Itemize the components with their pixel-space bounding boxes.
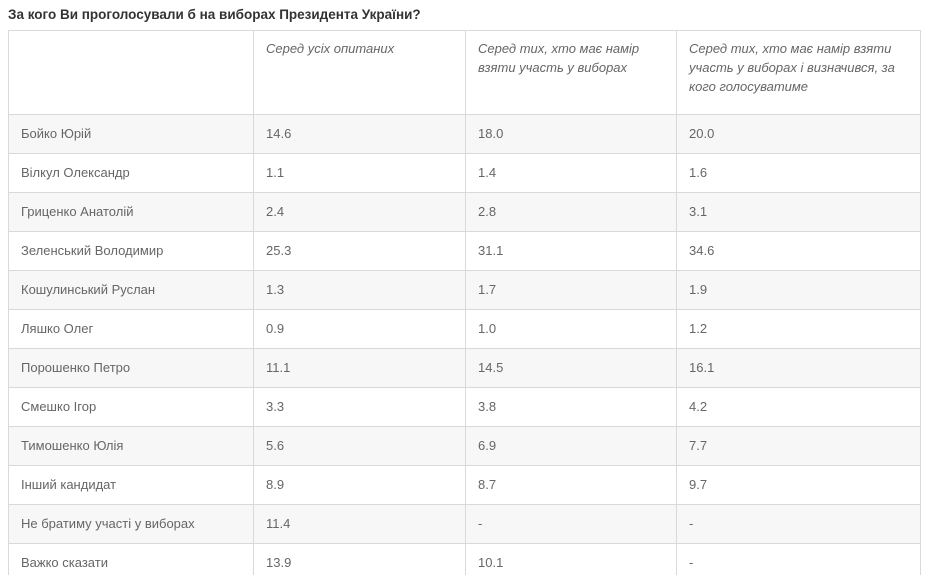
- table-body: Бойко Юрій 14.6 18.0 20.0 Вілкул Олексан…: [8, 114, 921, 575]
- value-cell: 5.6: [253, 426, 466, 466]
- candidate-name-cell: Вілкул Олександр: [8, 153, 254, 193]
- page-title: За кого Ви проголосували б на виборах Пр…: [8, 7, 421, 22]
- value-cell: 1.7: [465, 270, 677, 310]
- header-row: Серед усіх опитаних Серед тих, хто має н…: [8, 30, 921, 115]
- column-header-empty: [8, 30, 254, 115]
- value-cell: 31.1: [465, 231, 677, 271]
- table-row: Важко сказати 13.9 10.1 -: [8, 543, 921, 575]
- candidate-name-cell: Не братиму участі у виборах: [8, 504, 254, 544]
- table-row: Інший кандидат 8.9 8.7 9.7: [8, 465, 921, 505]
- candidate-name-cell: Ляшко Олег: [8, 309, 254, 349]
- value-cell: 8.7: [465, 465, 677, 505]
- value-cell: 11.1: [253, 348, 466, 388]
- table-row: Тимошенко Юлія 5.6 6.9 7.7: [8, 426, 921, 466]
- value-cell: 20.0: [676, 114, 921, 154]
- candidate-name-cell: Тимошенко Юлія: [8, 426, 254, 466]
- table-row: Порошенко Петро 11.1 14.5 16.1: [8, 348, 921, 388]
- candidate-name-cell: Важко сказати: [8, 543, 254, 575]
- value-cell: 4.2: [676, 387, 921, 427]
- value-cell: 1.1: [253, 153, 466, 193]
- value-cell: 8.9: [253, 465, 466, 505]
- column-header-decided-voters: Серед тих, хто має намір взяти участь у …: [676, 30, 921, 115]
- value-cell: 1.4: [465, 153, 677, 193]
- value-cell: 3.8: [465, 387, 677, 427]
- table-row: Смешко Ігор 3.3 3.8 4.2: [8, 387, 921, 427]
- candidate-name-cell: Гриценко Анатолій: [8, 192, 254, 232]
- value-cell: 3.3: [253, 387, 466, 427]
- poll-results-table: Серед усіх опитаних Серед тих, хто має н…: [8, 30, 921, 575]
- candidate-name-cell: Зеленський Володимир: [8, 231, 254, 271]
- value-cell: -: [676, 504, 921, 544]
- candidate-name-cell: Кошулинський Руслан: [8, 270, 254, 310]
- value-cell: 13.9: [253, 543, 466, 575]
- table-row: Гриценко Анатолій 2.4 2.8 3.1: [8, 192, 921, 232]
- value-cell: -: [465, 504, 677, 544]
- value-cell: 16.1: [676, 348, 921, 388]
- table-row: Ляшко Олег 0.9 1.0 1.2: [8, 309, 921, 349]
- candidate-name-cell: Порошенко Петро: [8, 348, 254, 388]
- candidate-name-cell: Смешко Ігор: [8, 387, 254, 427]
- value-cell: 0.9: [253, 309, 466, 349]
- value-cell: 1.2: [676, 309, 921, 349]
- table-row: Бойко Юрій 14.6 18.0 20.0: [8, 114, 921, 154]
- value-cell: 1.6: [676, 153, 921, 193]
- column-header-intend-to-vote: Серед тих, хто має намір взяти участь у …: [465, 30, 677, 115]
- value-cell: 7.7: [676, 426, 921, 466]
- value-cell: 1.0: [465, 309, 677, 349]
- table-row: Кошулинський Руслан 1.3 1.7 1.9: [8, 270, 921, 310]
- value-cell: 6.9: [465, 426, 677, 466]
- table-row: Зеленський Володимир 25.3 31.1 34.6: [8, 231, 921, 271]
- value-cell: 18.0: [465, 114, 677, 154]
- value-cell: 14.5: [465, 348, 677, 388]
- value-cell: 34.6: [676, 231, 921, 271]
- value-cell: 3.1: [676, 192, 921, 232]
- table-row: Вілкул Олександр 1.1 1.4 1.6: [8, 153, 921, 193]
- candidate-name-cell: Бойко Юрій: [8, 114, 254, 154]
- value-cell: -: [676, 543, 921, 575]
- column-header-all-respondents: Серед усіх опитаних: [253, 30, 466, 115]
- value-cell: 25.3: [253, 231, 466, 271]
- value-cell: 2.8: [465, 192, 677, 232]
- value-cell: 2.4: [253, 192, 466, 232]
- value-cell: 14.6: [253, 114, 466, 154]
- value-cell: 11.4: [253, 504, 466, 544]
- candidate-name-cell: Інший кандидат: [8, 465, 254, 505]
- value-cell: 9.7: [676, 465, 921, 505]
- table-row: Не братиму участі у виборах 11.4 - -: [8, 504, 921, 544]
- table-header: Серед усіх опитаних Серед тих, хто має н…: [8, 30, 921, 115]
- value-cell: 1.3: [253, 270, 466, 310]
- value-cell: 10.1: [465, 543, 677, 575]
- value-cell: 1.9: [676, 270, 921, 310]
